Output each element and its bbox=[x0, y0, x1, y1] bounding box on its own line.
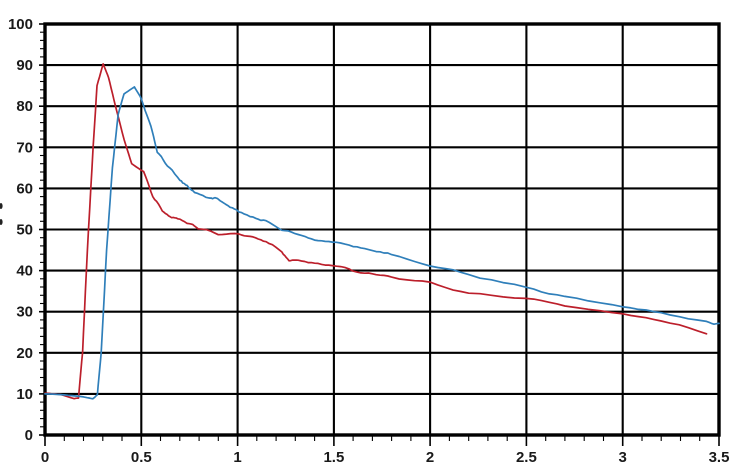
svg-text:30: 30 bbox=[16, 304, 33, 321]
svg-text:80: 80 bbox=[16, 98, 33, 115]
svg-text:90: 90 bbox=[16, 57, 33, 74]
svg-text:1.5: 1.5 bbox=[323, 449, 344, 466]
svg-text:70: 70 bbox=[16, 139, 33, 156]
svg-text:50: 50 bbox=[16, 222, 33, 239]
svg-text:60: 60 bbox=[16, 180, 33, 197]
svg-text:10: 10 bbox=[16, 386, 33, 403]
svg-text:0.5: 0.5 bbox=[131, 449, 152, 466]
svg-text:0: 0 bbox=[41, 449, 49, 466]
svg-text:2: 2 bbox=[426, 449, 434, 466]
svg-text:40: 40 bbox=[16, 263, 33, 280]
svg-text:1: 1 bbox=[233, 449, 241, 466]
svg-text:100: 100 bbox=[8, 16, 33, 33]
svg-text:3: 3 bbox=[619, 449, 627, 466]
svg-text:0: 0 bbox=[25, 427, 33, 444]
svg-text:20: 20 bbox=[16, 345, 33, 362]
svg-text:3.5: 3.5 bbox=[709, 449, 730, 466]
svg-text:2.5: 2.5 bbox=[516, 449, 537, 466]
